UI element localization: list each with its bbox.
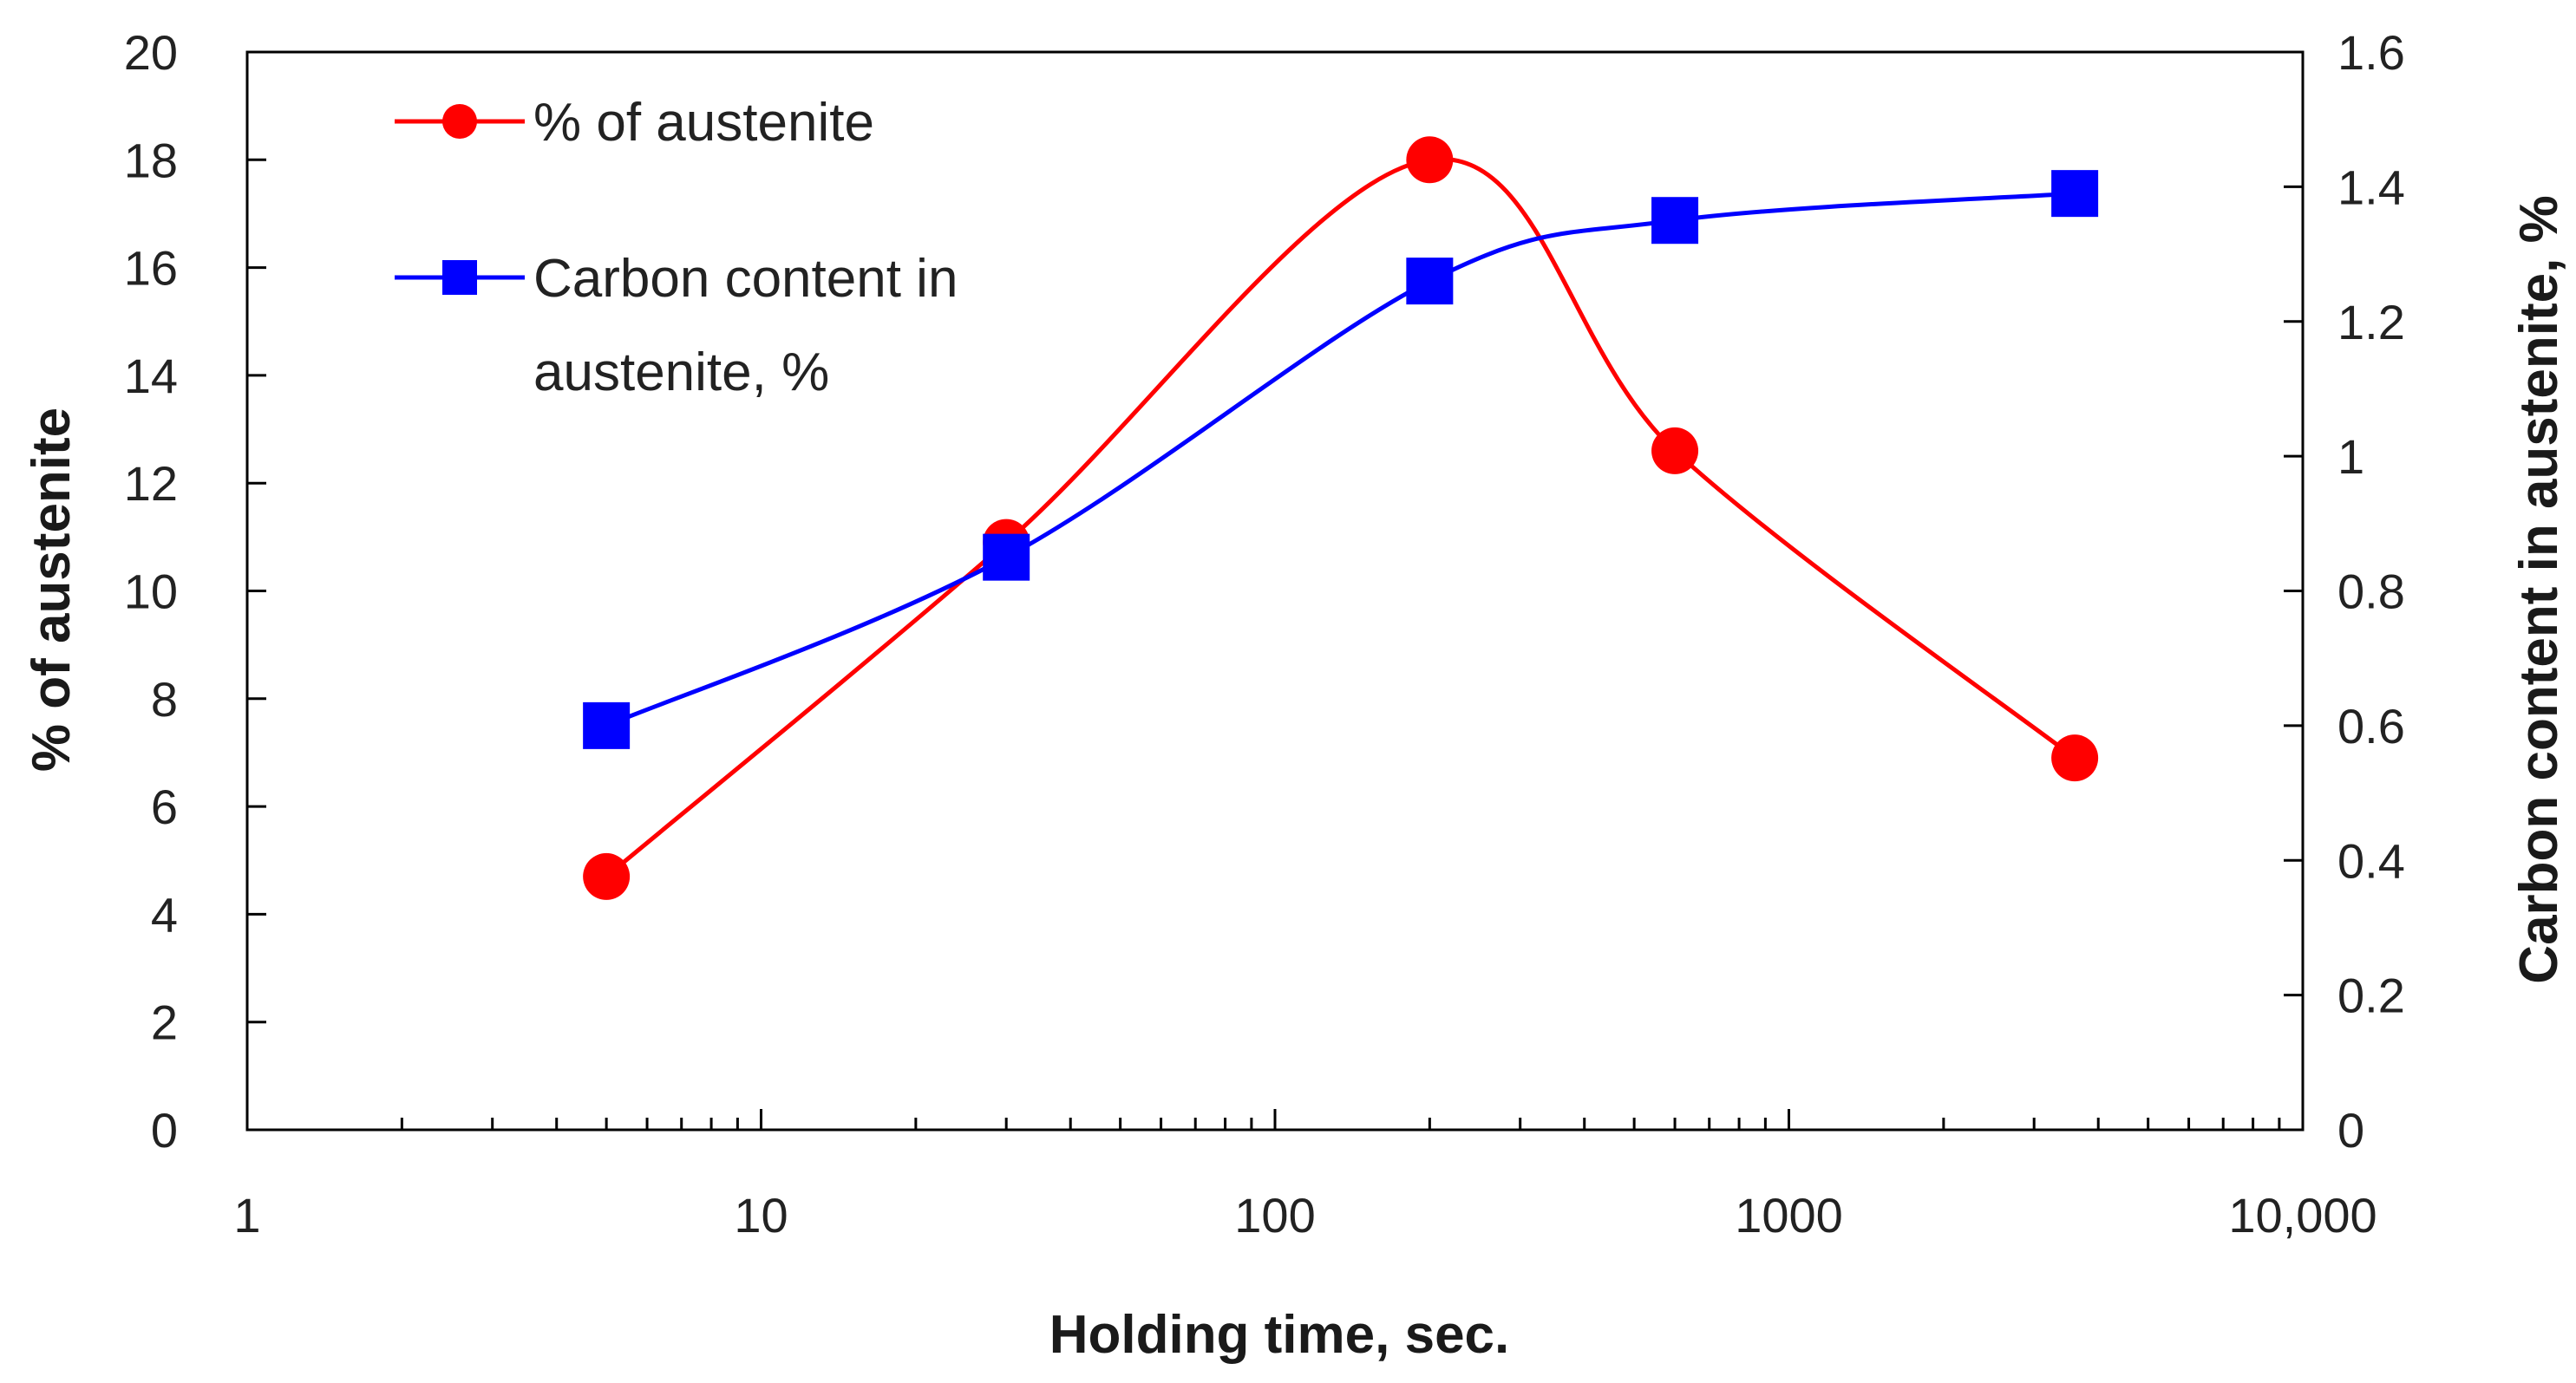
y-right-tick-label: 0.6 xyxy=(2337,699,2405,753)
series-layer xyxy=(583,136,2099,900)
plot-border xyxy=(245,50,2305,1132)
y-right-tick-label: 0.2 xyxy=(2337,969,2405,1023)
x-tick-label: 10 xyxy=(734,1188,788,1243)
y-right-tick-label: 1.4 xyxy=(2337,160,2405,214)
data-point-austenite xyxy=(1406,136,1454,184)
y-left-tick-label: 10 xyxy=(124,564,178,619)
y-right-tick-label: 0.8 xyxy=(2337,564,2405,619)
data-point-carbon xyxy=(1406,258,1454,305)
y-axis-left-title: % of austenite xyxy=(22,408,82,772)
y-right-tick-label: 0 xyxy=(2337,1103,2364,1158)
data-point-carbon xyxy=(983,533,1030,581)
plot-area xyxy=(245,50,2305,1132)
y-axis-right: 0 0.2 0.4 0.6 0.8 1 1.2 1.4 1.6 xyxy=(2284,25,2405,1158)
legend-label-carbon: Carbon content in xyxy=(533,249,958,309)
data-point-carbon xyxy=(1651,197,1699,245)
y-left-tick-label: 20 xyxy=(124,25,178,80)
legend: % of austenite Carbon content in austenite… xyxy=(395,93,958,402)
y-left-tick-label: 2 xyxy=(151,995,178,1050)
y-left-tick-label: 6 xyxy=(151,780,178,834)
y-left-tick-label: 4 xyxy=(151,887,178,942)
series-line-carbon xyxy=(605,191,2076,728)
y-right-tick-label: 0.4 xyxy=(2337,833,2405,888)
x-axis: 1 10 100 1000 10,000 xyxy=(233,1109,2377,1243)
y-right-tick-label: 1.6 xyxy=(2337,25,2405,80)
legend-label-austenite: % of austenite xyxy=(533,93,874,153)
legend-marker-austenite xyxy=(442,104,477,139)
y-axis-right-title: Carbon content in austenite, % xyxy=(2509,195,2569,983)
y-axis-left: 0 2 4 6 8 10 12 14 16 18 20 xyxy=(124,25,266,1158)
data-point-austenite xyxy=(2051,734,2099,782)
y-left-tick-label: 14 xyxy=(124,349,178,403)
data-point-austenite xyxy=(583,852,631,900)
legend-marker-carbon xyxy=(442,260,477,295)
y-left-tick-label: 8 xyxy=(151,672,178,727)
x-axis-title: Holding time, sec. xyxy=(1049,1305,1510,1365)
y-left-tick-label: 12 xyxy=(124,456,178,511)
y-left-tick-label: 18 xyxy=(124,133,178,187)
y-left-tick-label: 16 xyxy=(124,241,178,296)
y-left-tick-label: 0 xyxy=(151,1103,178,1158)
y-right-tick-label: 1 xyxy=(2337,429,2364,484)
x-tick-label: 1000 xyxy=(1735,1188,1843,1243)
x-tick-label: 1 xyxy=(233,1188,260,1243)
data-point-carbon xyxy=(583,701,631,749)
legend-label-carbon: austenite, % xyxy=(533,342,829,402)
x-tick-label: 10,000 xyxy=(2228,1188,2377,1243)
x-tick-label: 100 xyxy=(1234,1188,1315,1243)
data-point-carbon xyxy=(2051,170,2099,218)
data-point-austenite xyxy=(1651,427,1699,474)
y-right-tick-label: 1.2 xyxy=(2337,295,2405,349)
